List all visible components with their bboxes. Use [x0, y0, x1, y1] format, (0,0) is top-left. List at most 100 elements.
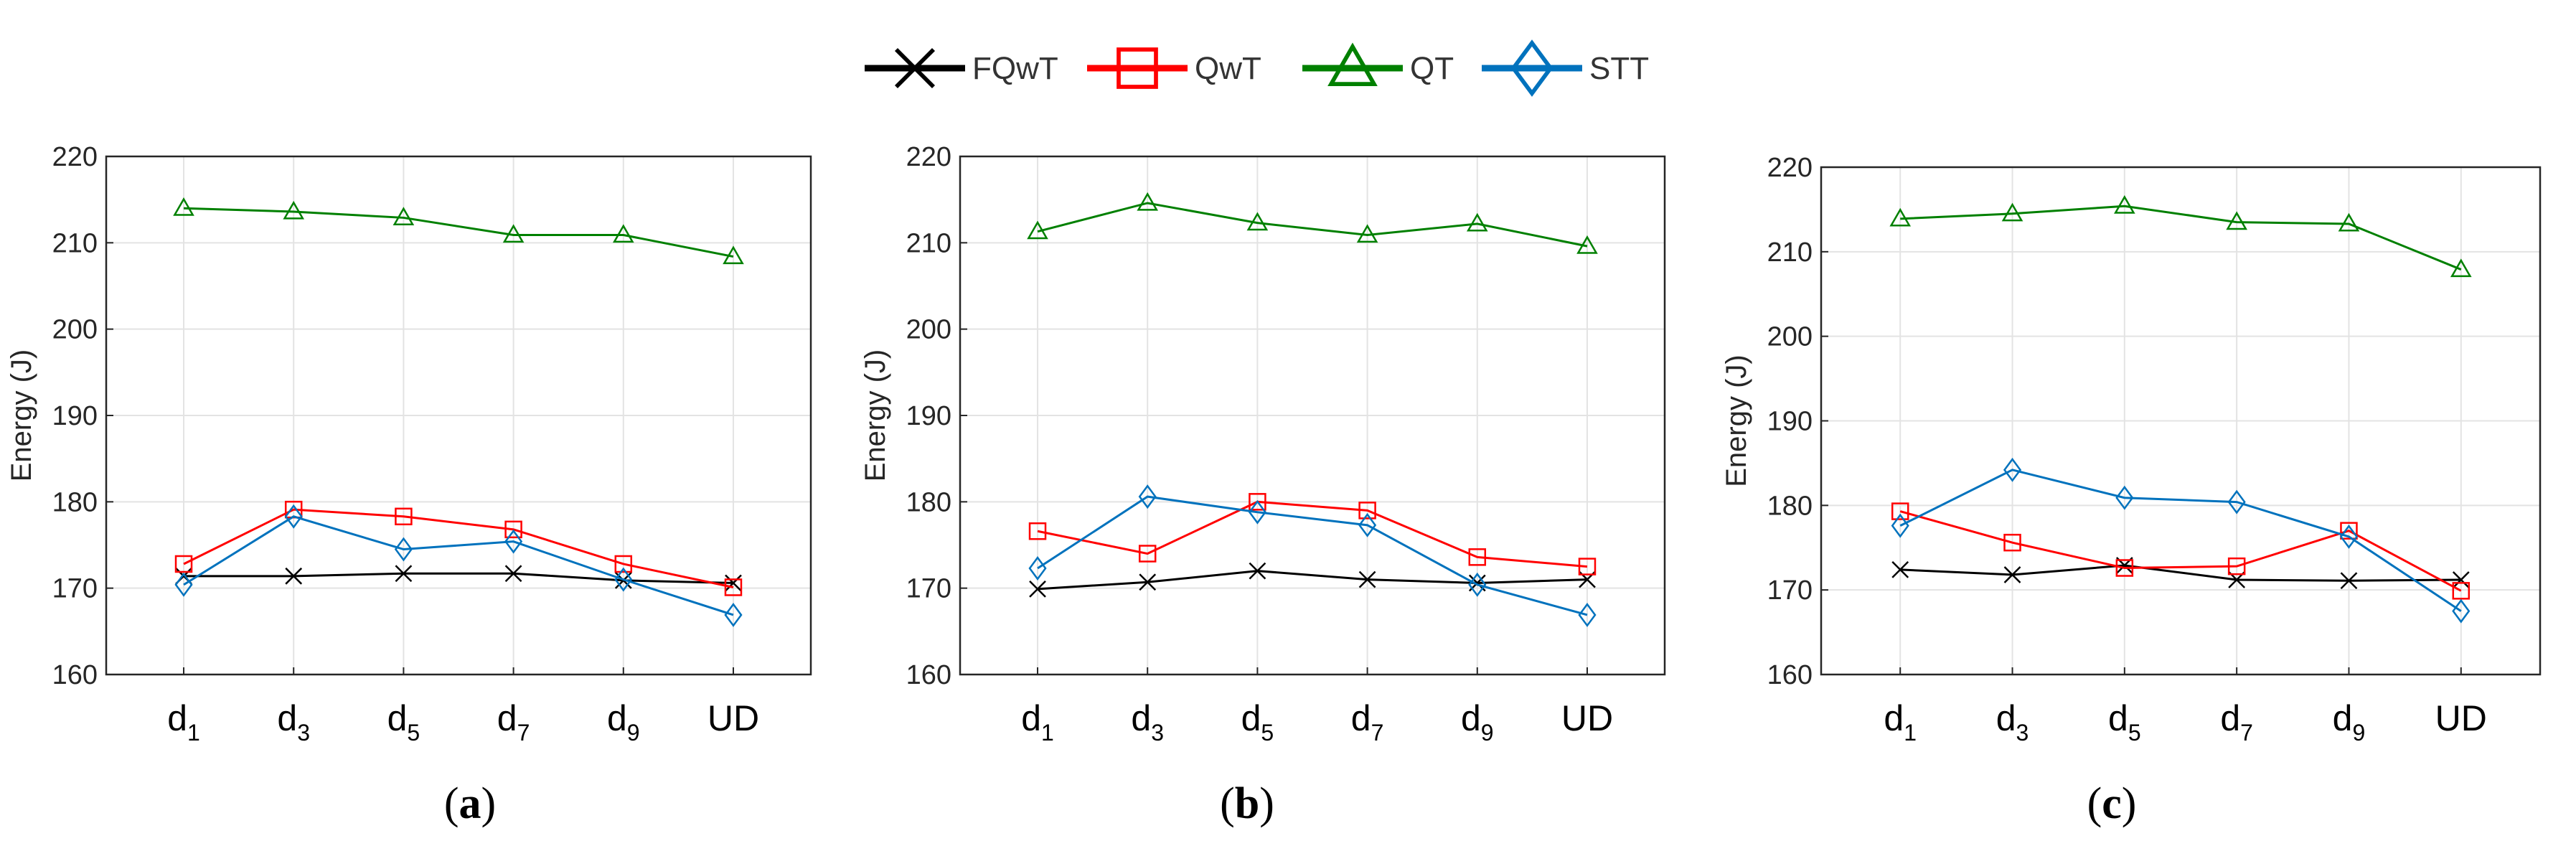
point-fqwt-d7: [504, 565, 522, 583]
point-stt-ud: [1578, 603, 1597, 627]
x-tick-label-d1: d1: [1884, 698, 1917, 746]
legend-label-stt: STT: [1589, 51, 1649, 86]
x-tick-label-base: d: [277, 698, 297, 738]
x-tick-label-sub: 5: [407, 720, 420, 746]
series-fqwt-c: [1891, 557, 2470, 590]
point-stt-d3: [284, 504, 303, 529]
x-tick-label-base: d: [1996, 698, 2016, 738]
y-tick-label-180: 180: [1767, 491, 1813, 521]
point-fqwt-d3: [1139, 573, 1157, 591]
point-fqwt-ud-stroke2: [2452, 571, 2470, 588]
point-qt-d1: [1027, 220, 1048, 240]
series-line-stt: [1899, 469, 2462, 612]
point-fqwt-d9: [2340, 572, 2358, 590]
point-qt-ud: [723, 245, 744, 265]
x-tick-label-d9: d9: [607, 698, 640, 746]
x-axis-c: d1 d3 d5 d7 d9 UD: [1884, 667, 2487, 746]
y-tick-label-180: 180: [52, 487, 98, 517]
point-qwt-d5: [1249, 493, 1266, 511]
y-tick-label-170: 170: [1767, 575, 1813, 606]
point-qt-d3: [2001, 202, 2023, 222]
point-stt-d9: [2339, 524, 2359, 549]
y-tick-label-220: 220: [906, 142, 951, 172]
point-stt-d5: [394, 537, 413, 562]
caption-c: (c): [2087, 779, 2137, 828]
x-tick-label-d3: d3: [1131, 698, 1164, 746]
point-qwt-d7: [2227, 557, 2246, 575]
x-tick-label-sub: 7: [517, 720, 530, 746]
point-stt-d7: [504, 529, 523, 554]
y-tick-label-180: 180: [906, 487, 951, 517]
x-tick-label-base: d: [2220, 698, 2240, 738]
y-tick-label-160: 160: [1767, 660, 1813, 690]
x-tick-label-d9: d9: [1461, 698, 1494, 746]
y-tick-label-190: 190: [1767, 407, 1813, 437]
x-tick-label-sub: 1: [1041, 720, 1054, 746]
caption-a-letter: a: [459, 779, 481, 828]
legend-label-qwt: QwT: [1195, 51, 1261, 86]
y-tick-label-190: 190: [52, 401, 98, 431]
point-stt-d7: [2227, 489, 2246, 514]
series-line-fqwt: [1037, 570, 1588, 591]
x-tick-label-d3: d3: [1996, 698, 2029, 746]
series-line-qwt: [1899, 510, 2462, 592]
y-tick-label-220: 220: [52, 142, 98, 172]
grid-a: [106, 156, 811, 675]
point-fqwt-d1: [1891, 561, 1909, 578]
x-tick-label-base: d: [1241, 698, 1261, 738]
series-line-qt: [1037, 202, 1588, 248]
point-qwt-d3: [1138, 545, 1157, 563]
legend: FQwT QwT QT STT: [861, 39, 1715, 97]
point-stt-d3: [1138, 484, 1157, 509]
x-tick-label-ud: UD: [708, 698, 759, 738]
x-tick-label-base: d: [167, 698, 187, 738]
point-stt-d9: [614, 567, 633, 592]
point-qt-d7: [2226, 211, 2247, 230]
y-tick-label-160: 160: [906, 660, 951, 690]
point-fqwt-d5-stroke2: [1249, 562, 1266, 580]
x-tick-label-d7: d7: [1351, 698, 1384, 746]
series-qt-a: [173, 197, 744, 265]
point-qwt-d3: [2003, 533, 2021, 552]
y-axis-label-c: Energy (J): [1721, 354, 1752, 487]
legend-marker-fqwt-stroke2: [894, 47, 936, 89]
point-fqwt-d3-stroke2: [1139, 573, 1157, 591]
x-tick-label-base: d: [497, 698, 517, 738]
y-tick-label-220: 220: [1767, 153, 1813, 183]
x-tick-label-d9: d9: [2333, 698, 2366, 746]
x-tick-label-sub: 5: [2128, 720, 2141, 746]
point-fqwt-ud-stroke2: [725, 574, 742, 592]
caption-a: (a): [443, 779, 497, 828]
x-tick-label-sub: 1: [187, 720, 200, 746]
point-fqwt-d5-stroke2: [395, 565, 413, 583]
x-tick-label-base: d: [1884, 698, 1904, 738]
x-tick-label-sub: 9: [627, 720, 640, 746]
chart-panel-c: 160 170 180 190 200 210 220 Energy (J) d1 d3 d5 d7 d…: [1721, 144, 2569, 789]
x-tick-label-d1: d1: [167, 698, 200, 746]
point-qt-d7: [1356, 224, 1378, 243]
x-tick-label-base: UD: [2435, 698, 2487, 738]
point-fqwt-d1: [1029, 580, 1046, 598]
grid-c: [1821, 166, 2540, 675]
x-axis-b: d1 d3 d5 d7 d9 UD: [1021, 667, 1613, 746]
point-qwt-d9: [2340, 522, 2358, 540]
y-tick-label-200: 200: [906, 315, 951, 345]
legend-entry-qt: QT: [1302, 42, 1454, 86]
series-qt-b: [1027, 192, 1598, 254]
x-tick-label-base: d: [1351, 698, 1371, 738]
point-stt-d5: [2115, 485, 2134, 510]
caption-b-letter: b: [1234, 779, 1260, 828]
x-tick-label-d5: d5: [387, 698, 420, 746]
x-tick-label-d7: d7: [2220, 698, 2253, 746]
series-fqwt-a: [175, 565, 742, 592]
series-line-fqwt: [184, 572, 734, 584]
point-qwt-d5: [395, 507, 413, 526]
point-stt-d9: [1468, 572, 1487, 597]
point-qt-d3: [1137, 192, 1159, 211]
legend-entry-fqwt: FQwT: [865, 47, 1058, 89]
x-axis-a: d1 d3 d5 d7 d9 UD: [167, 667, 759, 746]
point-qwt-d1: [174, 555, 193, 573]
series-line-qt: [1900, 205, 2462, 271]
point-fqwt-d1-stroke2: [1891, 561, 1909, 578]
